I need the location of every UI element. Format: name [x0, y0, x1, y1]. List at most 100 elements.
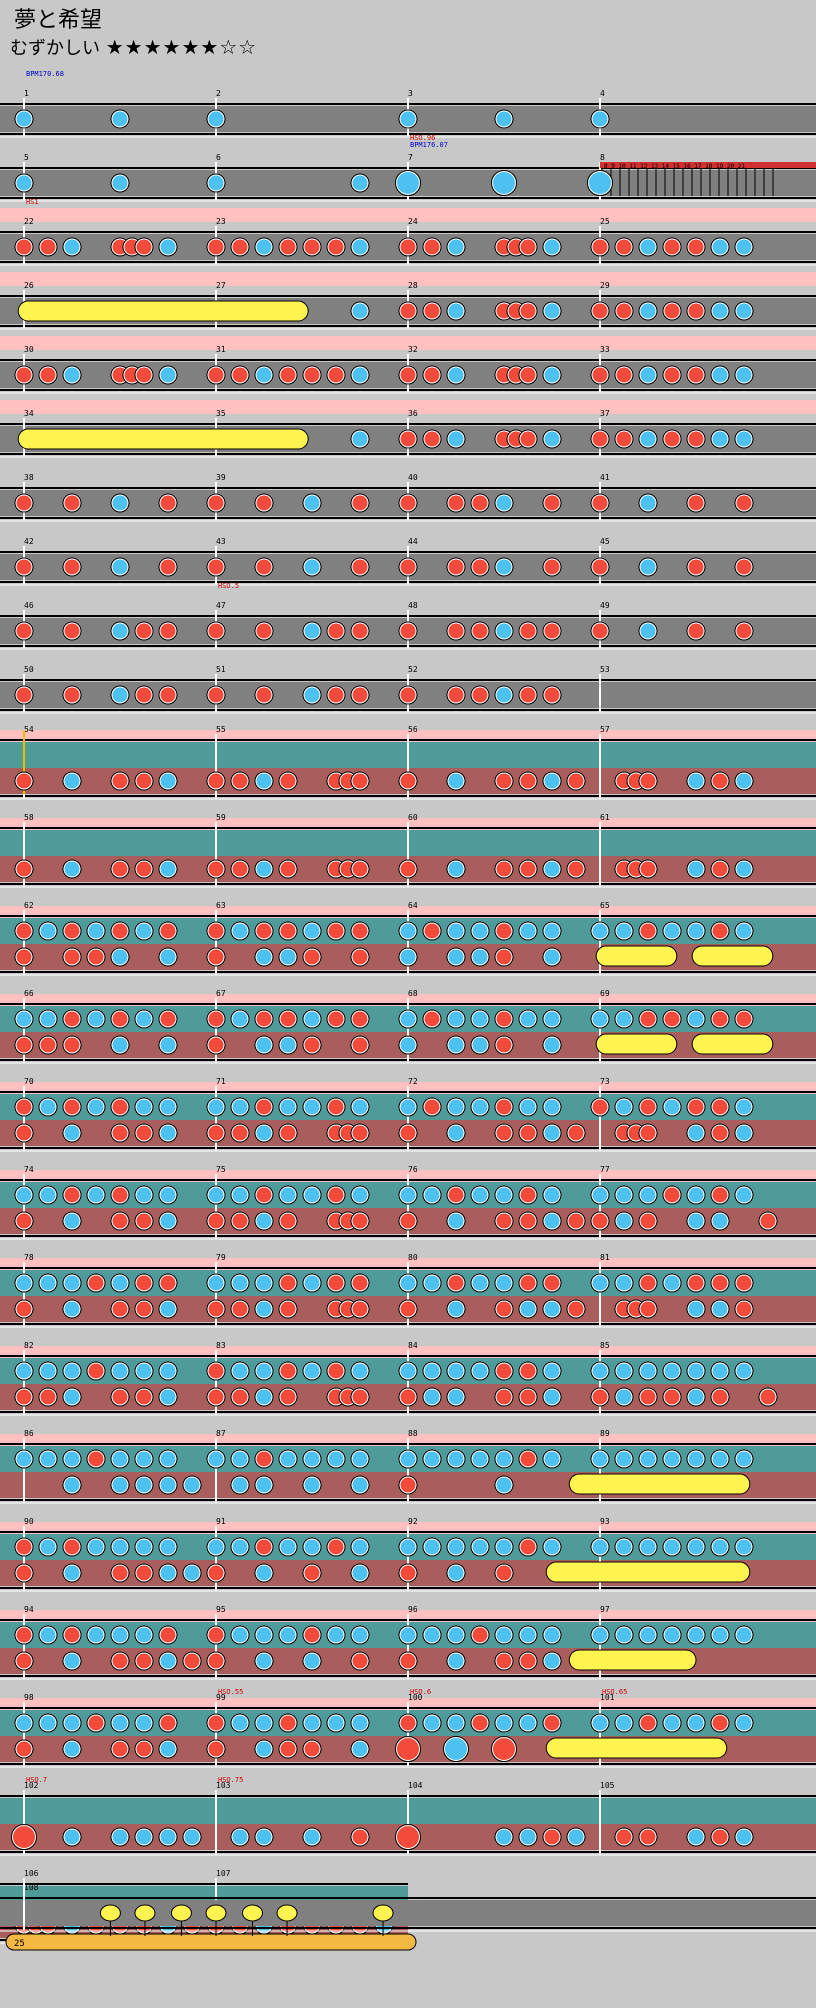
ka-note: [688, 1125, 704, 1141]
ka-note: [712, 1213, 728, 1229]
don-note: [424, 431, 440, 447]
measure-number: 98: [24, 1693, 34, 1702]
don-note: [280, 1741, 296, 1757]
ka-note: [712, 1539, 728, 1555]
don-note: [208, 367, 224, 383]
ka-note: [112, 175, 128, 191]
ka-note: [160, 1389, 176, 1405]
ka-note: [712, 1627, 728, 1643]
ka-note: [472, 1451, 488, 1467]
don-note: [16, 1741, 32, 1757]
ka-note: [400, 1627, 416, 1643]
ka-note: [592, 111, 608, 127]
ka-note: [136, 1627, 152, 1643]
ka-note: [688, 1539, 704, 1555]
ka-note: [304, 495, 320, 511]
ka-note: [304, 1363, 320, 1379]
don-note: [520, 239, 536, 255]
ka-note: [256, 1829, 272, 1845]
don-note: [664, 1187, 680, 1203]
ka-note: [496, 559, 512, 575]
ka-note: [232, 1099, 248, 1115]
don-note: [520, 623, 536, 639]
ka-note: [64, 773, 80, 789]
ka-note: [520, 1011, 536, 1027]
ka-note: [232, 1539, 248, 1555]
ka-note: [712, 303, 728, 319]
measure-number: 46: [24, 601, 34, 610]
don-note: [712, 1125, 728, 1141]
measure-number: 35: [216, 409, 226, 418]
ka-note: [400, 1187, 416, 1203]
don-note: [304, 239, 320, 255]
drumroll-note: [545, 1737, 728, 1759]
ka-note: [352, 1451, 368, 1467]
measure-number: 24: [408, 217, 418, 226]
measure-number: 29: [600, 281, 610, 290]
ka-note: [256, 1477, 272, 1493]
ka-note: [400, 1099, 416, 1115]
don-note: [472, 1715, 488, 1731]
measure-number: 104: [408, 1781, 423, 1790]
ka-note: [160, 1565, 176, 1581]
measure-number: 42: [24, 537, 34, 546]
measure-number: 80: [408, 1253, 418, 1262]
don-note: [616, 303, 632, 319]
measure-number: 84: [408, 1341, 418, 1350]
ka-note: [664, 1627, 680, 1643]
don-note: [208, 1741, 224, 1757]
ka-note: [712, 239, 728, 255]
ka-note: [592, 1627, 608, 1643]
ka-note: [304, 923, 320, 939]
ka-note: [160, 773, 176, 789]
balloon-note: [205, 1904, 227, 1922]
ka-note: [448, 949, 464, 965]
ka-note: [328, 1715, 344, 1731]
ka-note: [640, 431, 656, 447]
don-note: [136, 623, 152, 639]
ka-note: [112, 1037, 128, 1053]
ka-note: [688, 861, 704, 877]
ka-note: [64, 1477, 80, 1493]
don-note: [520, 431, 536, 447]
ka-note: [400, 1539, 416, 1555]
measure-number: 43: [216, 537, 226, 546]
ka-note: [496, 111, 512, 127]
measure-number: 41: [600, 473, 610, 482]
don-note: [328, 239, 344, 255]
don-note: [232, 367, 248, 383]
don-note: [616, 1829, 632, 1845]
chart-event-label: HSO.65: [602, 1688, 627, 1696]
ka-note: [160, 1125, 176, 1141]
ka-note: [736, 1829, 752, 1845]
ka-note: [64, 1213, 80, 1229]
ka-note: [448, 1627, 464, 1643]
ka-note: [88, 1539, 104, 1555]
don-note: [568, 1125, 584, 1141]
measure-number: 88: [408, 1429, 418, 1438]
don-note: [496, 1037, 512, 1053]
ka-note: [688, 1011, 704, 1027]
ka-note: [16, 1011, 32, 1027]
measure-number: 33: [600, 345, 610, 354]
don-note: [40, 367, 56, 383]
measure-number: 34: [24, 409, 34, 418]
ka-note: [304, 1451, 320, 1467]
chart-row: 26 27 28 29: [0, 272, 816, 330]
ka-note: [424, 1187, 440, 1203]
ka-note: [64, 1715, 80, 1731]
chart-row: 50 51 52 53: [0, 665, 816, 714]
don-note: [688, 623, 704, 639]
ka-note: [736, 1627, 752, 1643]
don-note: [472, 623, 488, 639]
ka-note: [736, 303, 752, 319]
don-note: [760, 1213, 776, 1229]
ka-note: [448, 367, 464, 383]
don-note: [328, 1099, 344, 1115]
don-note: [88, 1451, 104, 1467]
ka-note: [232, 1477, 248, 1493]
don-note: [592, 495, 608, 511]
ka-note: [520, 1301, 536, 1317]
don-note: [712, 861, 728, 877]
don-note: [688, 303, 704, 319]
